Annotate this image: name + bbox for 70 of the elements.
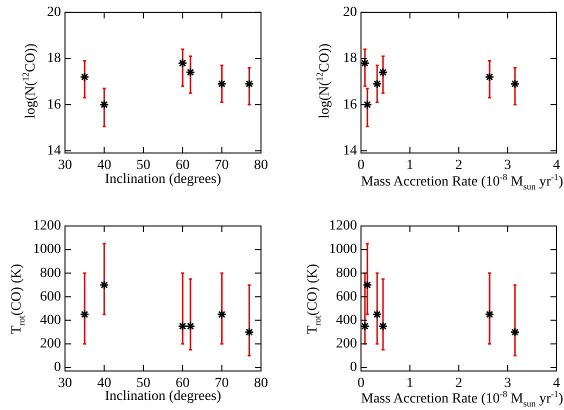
- point: [80, 310, 90, 320]
- point: [372, 310, 382, 320]
- point: [99, 100, 109, 110]
- point: [378, 68, 388, 78]
- point: [361, 321, 370, 331]
- y-tick-label: 400: [40, 312, 61, 328]
- point: [217, 79, 227, 89]
- y-tick-label: 1000: [33, 242, 61, 258]
- point: [484, 310, 494, 320]
- x-tick-label: 40: [97, 376, 112, 392]
- x-tick-label: 3: [504, 158, 512, 174]
- y-tick-label: 1000: [329, 242, 357, 258]
- x-axis-title: Mass Accretion Rate (10$^{-8}$ M$_{sun}$ yr$^{-1}$): [361, 389, 564, 408]
- point: [244, 79, 254, 89]
- x-tick-label: 50: [136, 158, 150, 174]
- y-tick-label: 18: [47, 51, 61, 66]
- y-tick-label: 800: [40, 266, 61, 281]
- point: [361, 58, 370, 68]
- y-tick-label: 800: [336, 266, 357, 281]
- point: [99, 280, 109, 290]
- point: [80, 72, 90, 82]
- x-tick-label: 60: [176, 376, 190, 392]
- y-tick-label: 0: [350, 360, 357, 376]
- x-tick-label: 80: [254, 376, 268, 392]
- y-tick-label: 200: [336, 336, 357, 352]
- x-tick-label: 30: [58, 376, 72, 392]
- point: [178, 321, 188, 331]
- x-tick-label: 4: [553, 376, 560, 392]
- x-tick-label: 4: [553, 158, 560, 174]
- point: [372, 79, 382, 89]
- point: [378, 321, 388, 331]
- y-tick-label: 18: [343, 51, 357, 66]
- point: [510, 327, 520, 337]
- point: [244, 327, 254, 337]
- point: [186, 68, 196, 78]
- x-tick-label: 30: [58, 158, 72, 174]
- x-tick-label: 70: [214, 158, 229, 174]
- x-tick-label: 2: [455, 158, 462, 174]
- y-tick-label: 16: [343, 97, 357, 112]
- y-tick-label: 14: [343, 143, 357, 158]
- y-tick-label: 600: [40, 289, 61, 304]
- x-tick-label: 1: [406, 376, 414, 392]
- y-tick-label: 0: [54, 360, 61, 376]
- point: [362, 100, 372, 110]
- x-tick-label: 1: [406, 158, 414, 174]
- x-axis-title: Inclination (degrees): [104, 172, 222, 188]
- x-tick-label: 60: [176, 158, 190, 174]
- x-tick-label: 3: [504, 376, 512, 392]
- point: [510, 79, 520, 89]
- point: [362, 280, 372, 290]
- x-axis-title: Inclination (degrees): [104, 389, 222, 404]
- x-tick-label: 70: [214, 376, 229, 392]
- y-tick-label: 20: [343, 5, 357, 20]
- point: [186, 321, 196, 331]
- y-tick-label: 400: [336, 312, 357, 328]
- y-tick-label: 200: [40, 336, 61, 352]
- x-axis-title: Mass Accretion Rate (10$^{-8}$ M$_{sun}$ yr$^{-1}$): [361, 172, 564, 192]
- x-tick-label: 40: [97, 158, 112, 174]
- point: [178, 58, 188, 68]
- x-tick-label: 50: [136, 376, 150, 392]
- y-tick-label: 1200: [329, 218, 357, 234]
- x-tick-label: 80: [254, 158, 268, 174]
- y-tick-label: 1200: [33, 218, 61, 234]
- y-tick-label: 20: [47, 5, 61, 20]
- y-tick-label: 14: [47, 143, 61, 158]
- x-tick-label: 2: [455, 376, 462, 392]
- point: [217, 310, 227, 320]
- point: [484, 72, 494, 82]
- y-tick-label: 16: [47, 97, 61, 112]
- y-tick-label: 600: [336, 289, 357, 304]
